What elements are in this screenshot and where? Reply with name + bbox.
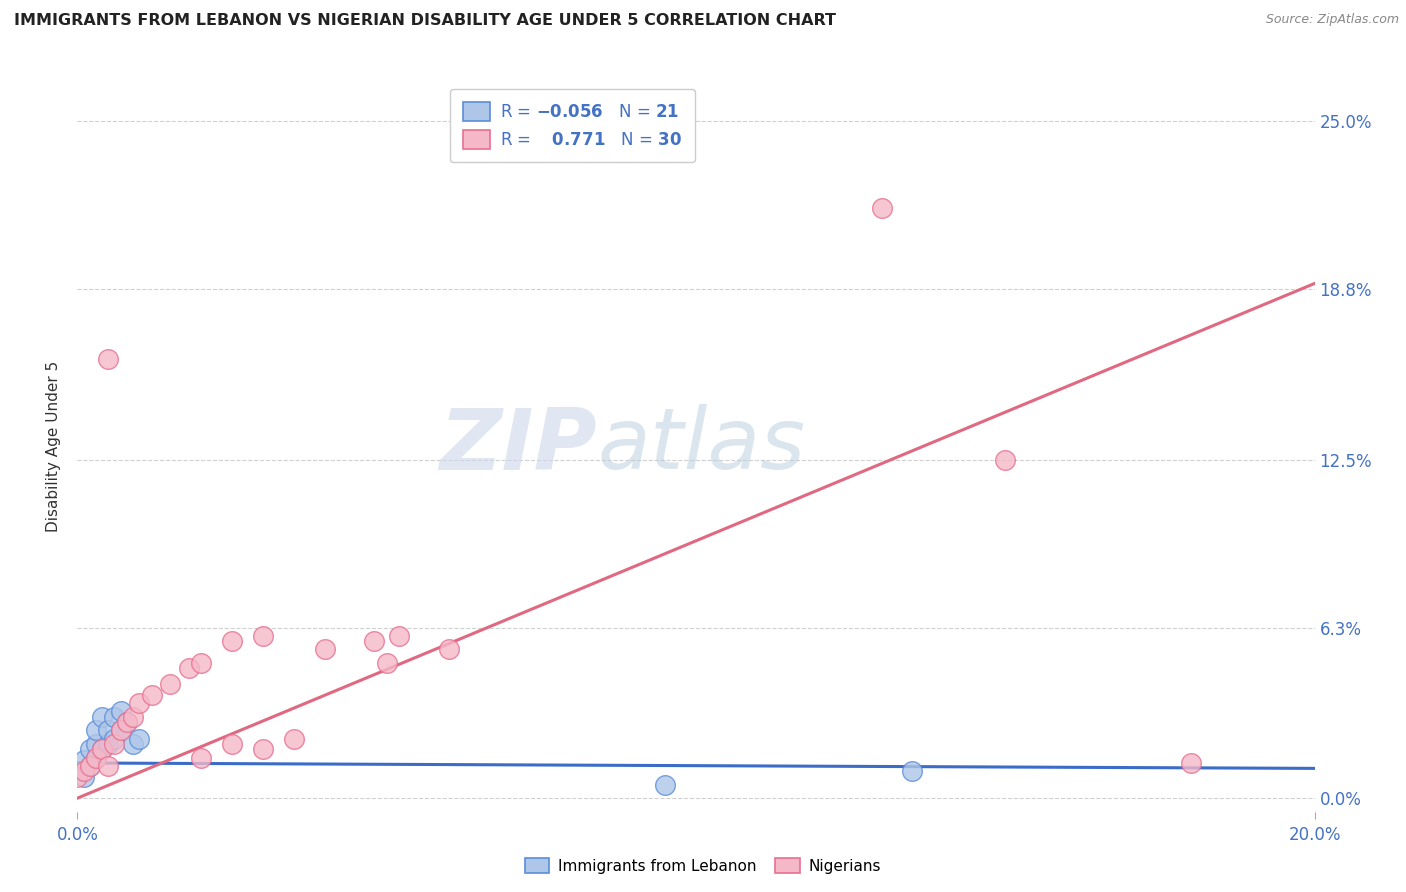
Point	[221, 737, 243, 751]
Point	[122, 710, 145, 724]
Point	[159, 677, 181, 691]
Point	[84, 750, 107, 764]
Point	[97, 758, 120, 772]
Point	[91, 742, 114, 756]
Legend: Immigrants from Lebanon, Nigerians: Immigrants from Lebanon, Nigerians	[519, 852, 887, 880]
Point	[252, 629, 274, 643]
Point	[128, 731, 150, 746]
Point	[103, 737, 125, 751]
Point	[66, 764, 89, 778]
Y-axis label: Disability Age Under 5: Disability Age Under 5	[46, 360, 62, 532]
Point	[190, 656, 212, 670]
Point	[97, 723, 120, 738]
Point	[221, 634, 243, 648]
Point	[363, 634, 385, 648]
Text: ZIP: ZIP	[439, 404, 598, 488]
Point	[110, 705, 132, 719]
Point	[91, 742, 114, 756]
Point	[97, 737, 120, 751]
Point	[72, 764, 94, 778]
Point	[283, 731, 305, 746]
Text: atlas: atlas	[598, 404, 806, 488]
Point	[110, 723, 132, 738]
Text: Source: ZipAtlas.com: Source: ZipAtlas.com	[1265, 13, 1399, 27]
Point	[79, 758, 101, 772]
Point	[84, 737, 107, 751]
Point	[103, 710, 125, 724]
Point	[79, 758, 101, 772]
Point	[1180, 756, 1202, 770]
Point	[79, 742, 101, 756]
Point	[128, 697, 150, 711]
Point	[103, 731, 125, 746]
Point	[901, 764, 924, 778]
Legend: R = $\mathbf{-0.056}$   N = $\mathbf{21}$, R =    $\mathbf{0.771}$   N = $\mathb: R = $\mathbf{-0.056}$ N = $\mathbf{21}$,…	[450, 88, 695, 162]
Point	[177, 661, 200, 675]
Point	[72, 770, 94, 784]
Point	[66, 770, 89, 784]
Point	[110, 723, 132, 738]
Point	[84, 750, 107, 764]
Point	[994, 452, 1017, 467]
Point	[84, 723, 107, 738]
Point	[141, 688, 163, 702]
Point	[388, 629, 411, 643]
Point	[115, 715, 138, 730]
Text: IMMIGRANTS FROM LEBANON VS NIGERIAN DISABILITY AGE UNDER 5 CORRELATION CHART: IMMIGRANTS FROM LEBANON VS NIGERIAN DISA…	[14, 13, 837, 29]
Point	[72, 753, 94, 767]
Point	[314, 642, 336, 657]
Point	[91, 710, 114, 724]
Point	[190, 750, 212, 764]
Point	[115, 715, 138, 730]
Point	[437, 642, 460, 657]
Point	[654, 778, 676, 792]
Point	[122, 737, 145, 751]
Point	[97, 352, 120, 367]
Point	[252, 742, 274, 756]
Point	[375, 656, 398, 670]
Point	[870, 201, 893, 215]
